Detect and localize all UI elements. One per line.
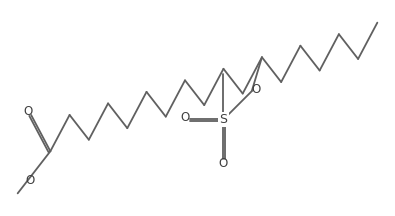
Text: S: S [220,113,228,126]
Text: O: O [219,157,228,170]
Text: O: O [26,174,35,187]
Text: O: O [24,105,33,118]
Text: O: O [251,83,260,96]
Text: O: O [181,111,190,124]
